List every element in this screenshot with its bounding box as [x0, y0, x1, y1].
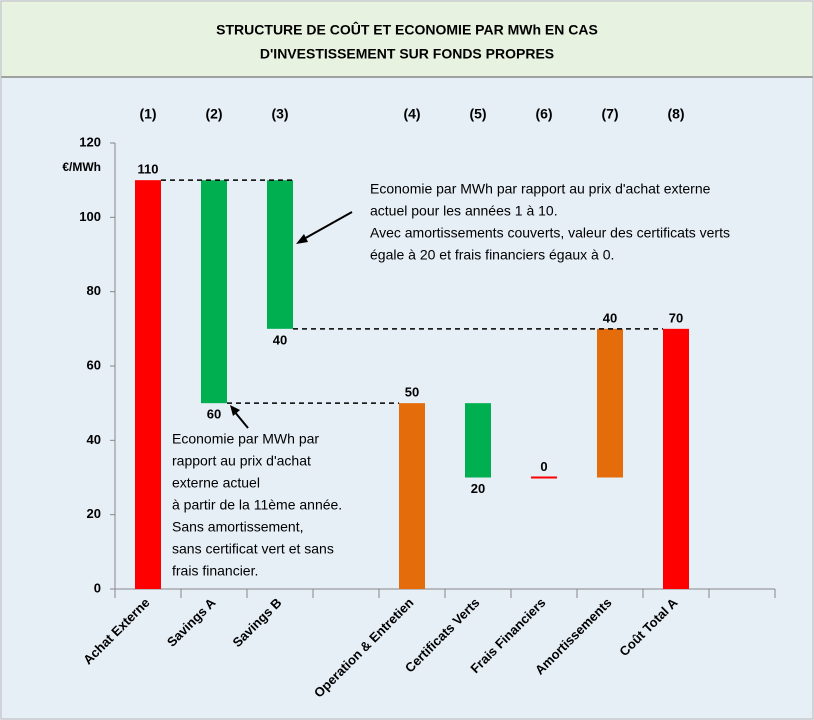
y-tick-label: 40	[87, 432, 101, 447]
arrow-head	[296, 234, 308, 244]
column-number: (7)	[601, 106, 618, 122]
column-number: (1)	[139, 106, 156, 122]
annotation: externe actuel	[172, 475, 260, 491]
bar	[597, 328, 623, 478]
y-tick-label: 0	[94, 580, 101, 595]
column-number: (5)	[469, 106, 486, 122]
value-label: 60	[207, 407, 221, 422]
value-label: 40	[603, 310, 617, 325]
bar	[663, 328, 689, 589]
annotation: égale à 20 et frais financiers égaux à 0…	[370, 247, 614, 263]
y-tick-label: 20	[87, 506, 101, 521]
column-number: (2)	[205, 106, 222, 122]
title-box	[0, 0, 814, 78]
value-label: 70	[669, 310, 683, 325]
chart-title: STRUCTURE DE COÛT ET ECONOMIE PAR MWh EN…	[216, 21, 598, 38]
bar	[201, 180, 227, 404]
column-number: (6)	[535, 106, 552, 122]
column-number: (4)	[403, 106, 420, 122]
annotation: sans certificat vert et sans	[172, 541, 334, 557]
bar	[531, 476, 557, 479]
y-tick-label: 100	[79, 209, 101, 224]
annotation: frais financier.	[172, 563, 258, 579]
chart-title: D'INVESTISSEMENT SUR FONDS PROPRES	[260, 46, 554, 62]
column-number: (3)	[271, 106, 288, 122]
value-label: 40	[273, 332, 287, 347]
y-tick-label: 120	[79, 134, 101, 149]
value-label: 110	[138, 162, 159, 177]
annotation: actuel pour les années 1 à 10.	[370, 203, 558, 219]
annotation: Sans amortissement,	[172, 519, 304, 535]
annotation: à partir de la 11ème année.	[172, 497, 342, 513]
value-label: 0	[540, 459, 547, 474]
bar	[135, 180, 161, 589]
value-label: 20	[471, 481, 485, 496]
arrow	[301, 211, 353, 241]
bar	[399, 403, 425, 589]
annotation: Economie par MWh par rapport au prix d'a…	[370, 181, 711, 197]
bar	[465, 403, 491, 478]
y-tick-label: 80	[87, 283, 101, 298]
arrow	[233, 410, 249, 429]
annotation: Economie par MWh par	[172, 431, 319, 447]
annotation: rapport au prix d'achat	[172, 453, 311, 469]
column-number: (8)	[667, 106, 684, 122]
value-label: 50	[405, 385, 419, 400]
bar	[267, 180, 293, 329]
annotation: Avec amortissements couverts, valeur des…	[370, 225, 730, 241]
arrow-head	[230, 405, 240, 416]
y-unit: €/MWh	[62, 160, 101, 174]
y-tick-label: 60	[87, 357, 101, 372]
